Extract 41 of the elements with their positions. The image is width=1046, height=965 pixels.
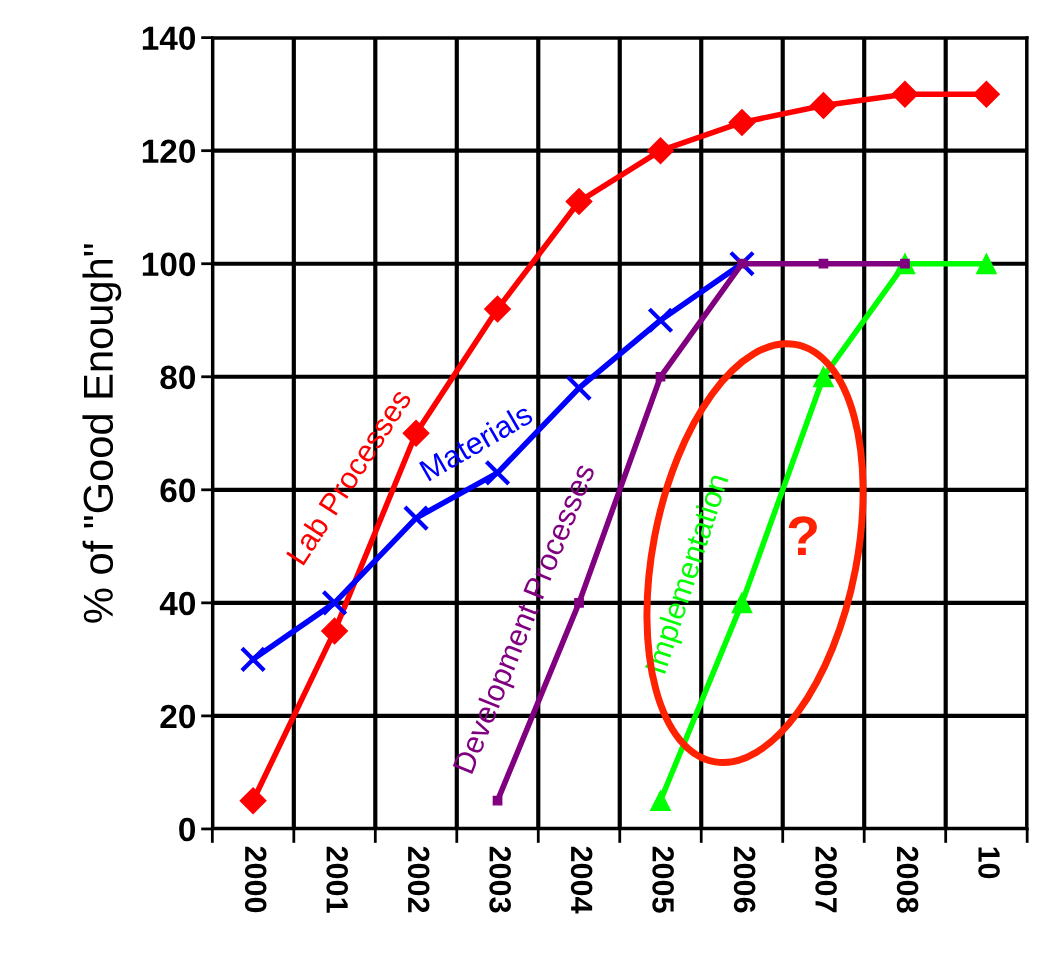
point [565,374,593,402]
x-tick-label: 2007 [815,846,837,913]
point [565,188,593,216]
y-tick-label: 100 [142,252,196,277]
point [650,790,671,812]
annotation: ? [788,516,817,556]
point [818,258,829,269]
x-tick-label: 2002 [407,846,430,913]
y-axis-title: % of "Good Enough" [82,244,122,623]
point [655,371,666,382]
y-tick-label: 0 [179,817,195,842]
x-tick-label: 2005 [652,846,674,913]
x-tick-label: 2008 [896,846,919,913]
x-tick-label: 2003 [489,846,511,913]
point [731,592,753,614]
point [239,787,267,815]
x-tick-label: 2004 [570,846,593,914]
y-tick-label: 120 [142,139,196,164]
point [976,253,997,275]
point [647,137,674,165]
x-tick-label: 10 [978,847,1000,879]
point [891,80,919,108]
point [492,795,503,806]
y-tick-label: 140 [142,26,196,51]
point [728,108,756,136]
point [972,80,1000,108]
y-tick-label: 60 [160,478,195,503]
point [321,617,349,645]
y-tick-label: 40 [159,591,195,616]
point [813,366,834,388]
x-tick-label: 2006 [733,846,756,913]
y-tick-label: 80 [160,365,195,390]
x-tick-label: 2001 [326,846,348,913]
point [810,91,837,119]
x-tick-label: 2000 [244,846,267,913]
point [647,307,674,334]
y-tick-label: 20 [160,704,195,729]
point [239,646,267,673]
point [484,295,511,323]
point [737,258,747,269]
point [321,589,348,617]
